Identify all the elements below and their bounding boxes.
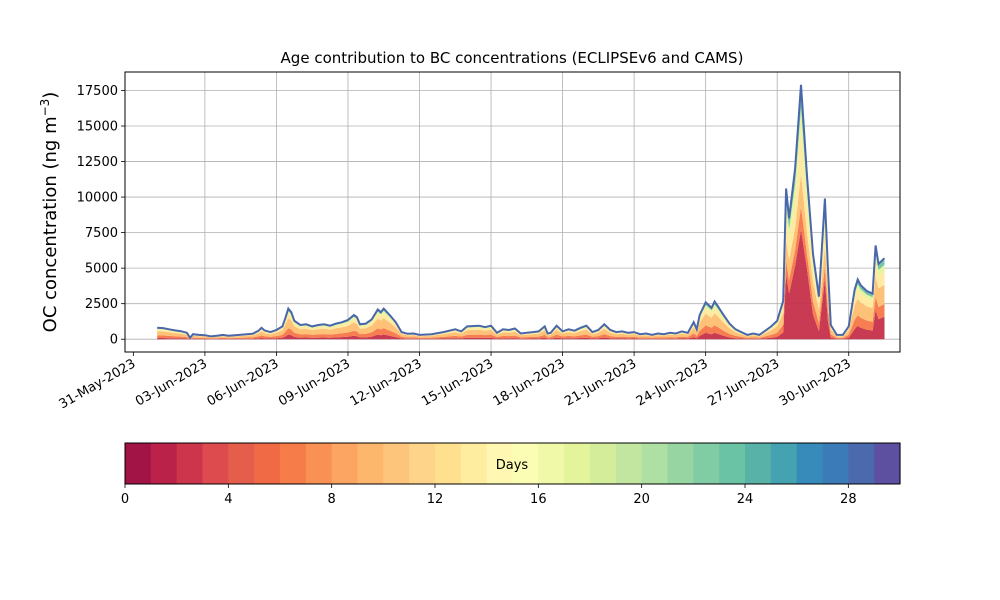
colorbar-ticks: 0 4 8 12 16 20 24 28 bbox=[121, 484, 857, 507]
colorbar-segment bbox=[254, 443, 281, 484]
colorbar-segment bbox=[822, 443, 849, 484]
colorbar-segment bbox=[357, 443, 384, 484]
colorbar-segment bbox=[409, 443, 436, 484]
age-band-area bbox=[157, 84, 885, 338]
colorbar-tick-label: 8 bbox=[328, 492, 336, 507]
x-tick-label: 27-Jun-2023 bbox=[705, 356, 782, 409]
colorbar-segment bbox=[874, 443, 901, 484]
colorbar-segment bbox=[176, 443, 204, 484]
age-band-area bbox=[157, 229, 885, 340]
colorbar-segment bbox=[460, 443, 488, 484]
colorbar-segment bbox=[667, 443, 694, 484]
colorbar-segment bbox=[538, 443, 565, 484]
y-tick-label: 15000 bbox=[77, 120, 118, 135]
x-tick-label: 09-Jun-2023 bbox=[276, 356, 353, 409]
y-axis-label: OC concentration (ng m−3) bbox=[38, 92, 61, 333]
colorbar-segment bbox=[590, 443, 617, 484]
x-tick-label: 30-Jun-2023 bbox=[777, 356, 854, 409]
age-band-area bbox=[157, 206, 885, 340]
colorbar-tick-label: 12 bbox=[427, 492, 444, 507]
colorbar-segment bbox=[564, 443, 591, 484]
y-axis-ticks: 0 2500 5000 7500 10000 12500 15000 17500 bbox=[77, 84, 125, 348]
colorbar-tick-label: 24 bbox=[737, 492, 754, 507]
y-tick-label: 7500 bbox=[85, 226, 118, 241]
colorbar-segment bbox=[383, 443, 410, 484]
x-tick-label: 12-Jun-2023 bbox=[348, 356, 425, 409]
y-tick-label: 0 bbox=[110, 333, 118, 348]
colorbar-segment bbox=[615, 443, 643, 484]
y-tick-label: 17500 bbox=[77, 84, 118, 99]
y-tick-label: 10000 bbox=[77, 191, 118, 206]
colorbar-segment bbox=[435, 443, 462, 484]
colorbar-tick-label: 0 bbox=[121, 492, 129, 507]
plot-frame bbox=[124, 71, 901, 353]
x-tick-label: 24-Jun-2023 bbox=[634, 356, 711, 409]
colorbar-tick-label: 16 bbox=[530, 492, 547, 507]
colorbar-segment bbox=[331, 443, 359, 484]
colorbar-segment bbox=[150, 443, 178, 484]
y-tick-label: 2500 bbox=[85, 297, 118, 312]
colorbar-segment bbox=[641, 443, 669, 484]
colorbar-segment bbox=[125, 443, 152, 484]
y-axis-label-text: OC concentration (ng m bbox=[40, 116, 61, 332]
colorbar-segment bbox=[202, 443, 229, 484]
y-axis-label-superscript: −3 bbox=[38, 99, 52, 117]
colorbar-segment bbox=[228, 443, 255, 484]
colorbar-frame bbox=[124, 442, 901, 485]
colorbar-segment bbox=[848, 443, 875, 484]
colorbar-tick-label: 28 bbox=[840, 492, 857, 507]
colorbar-segment bbox=[486, 443, 514, 484]
chart-title: Age contribution to BC concentrations (E… bbox=[281, 49, 744, 67]
colorbar-segment bbox=[693, 443, 720, 484]
colorbar-segment bbox=[770, 443, 798, 484]
x-tick-label: 06-Jun-2023 bbox=[205, 356, 282, 409]
y-axis-label-close: ) bbox=[40, 92, 61, 99]
colorbar-segment bbox=[719, 443, 746, 484]
x-tick-label: 31-May-2023 bbox=[57, 356, 139, 412]
colorbar-segment bbox=[280, 443, 307, 484]
x-tick-label: 18-Jun-2023 bbox=[491, 356, 568, 409]
colorbar-segment bbox=[796, 443, 824, 484]
grid-lines bbox=[125, 72, 900, 352]
total-series-line bbox=[157, 84, 886, 340]
x-tick-label: 21-Jun-2023 bbox=[562, 356, 639, 409]
x-axis-ticks: 31-May-202303-Jun-202306-Jun-202309-Jun-… bbox=[57, 352, 854, 412]
age-band-area bbox=[157, 173, 885, 339]
colorbar-segment bbox=[512, 443, 539, 484]
x-tick-label: 03-Jun-2023 bbox=[133, 356, 210, 409]
colorbar-tick-label: 4 bbox=[224, 492, 232, 507]
stacked-areas bbox=[157, 84, 885, 340]
total-line-group bbox=[157, 84, 886, 340]
colorbar bbox=[125, 443, 901, 484]
y-tick-label: 5000 bbox=[85, 262, 118, 277]
colorbar-segment bbox=[305, 443, 333, 484]
y-tick-label: 12500 bbox=[77, 155, 118, 170]
colorbar-label: Days bbox=[496, 458, 529, 473]
colorbar-segment bbox=[745, 443, 772, 484]
colorbar-tick-label: 20 bbox=[633, 492, 650, 507]
x-tick-label: 15-Jun-2023 bbox=[419, 356, 496, 409]
